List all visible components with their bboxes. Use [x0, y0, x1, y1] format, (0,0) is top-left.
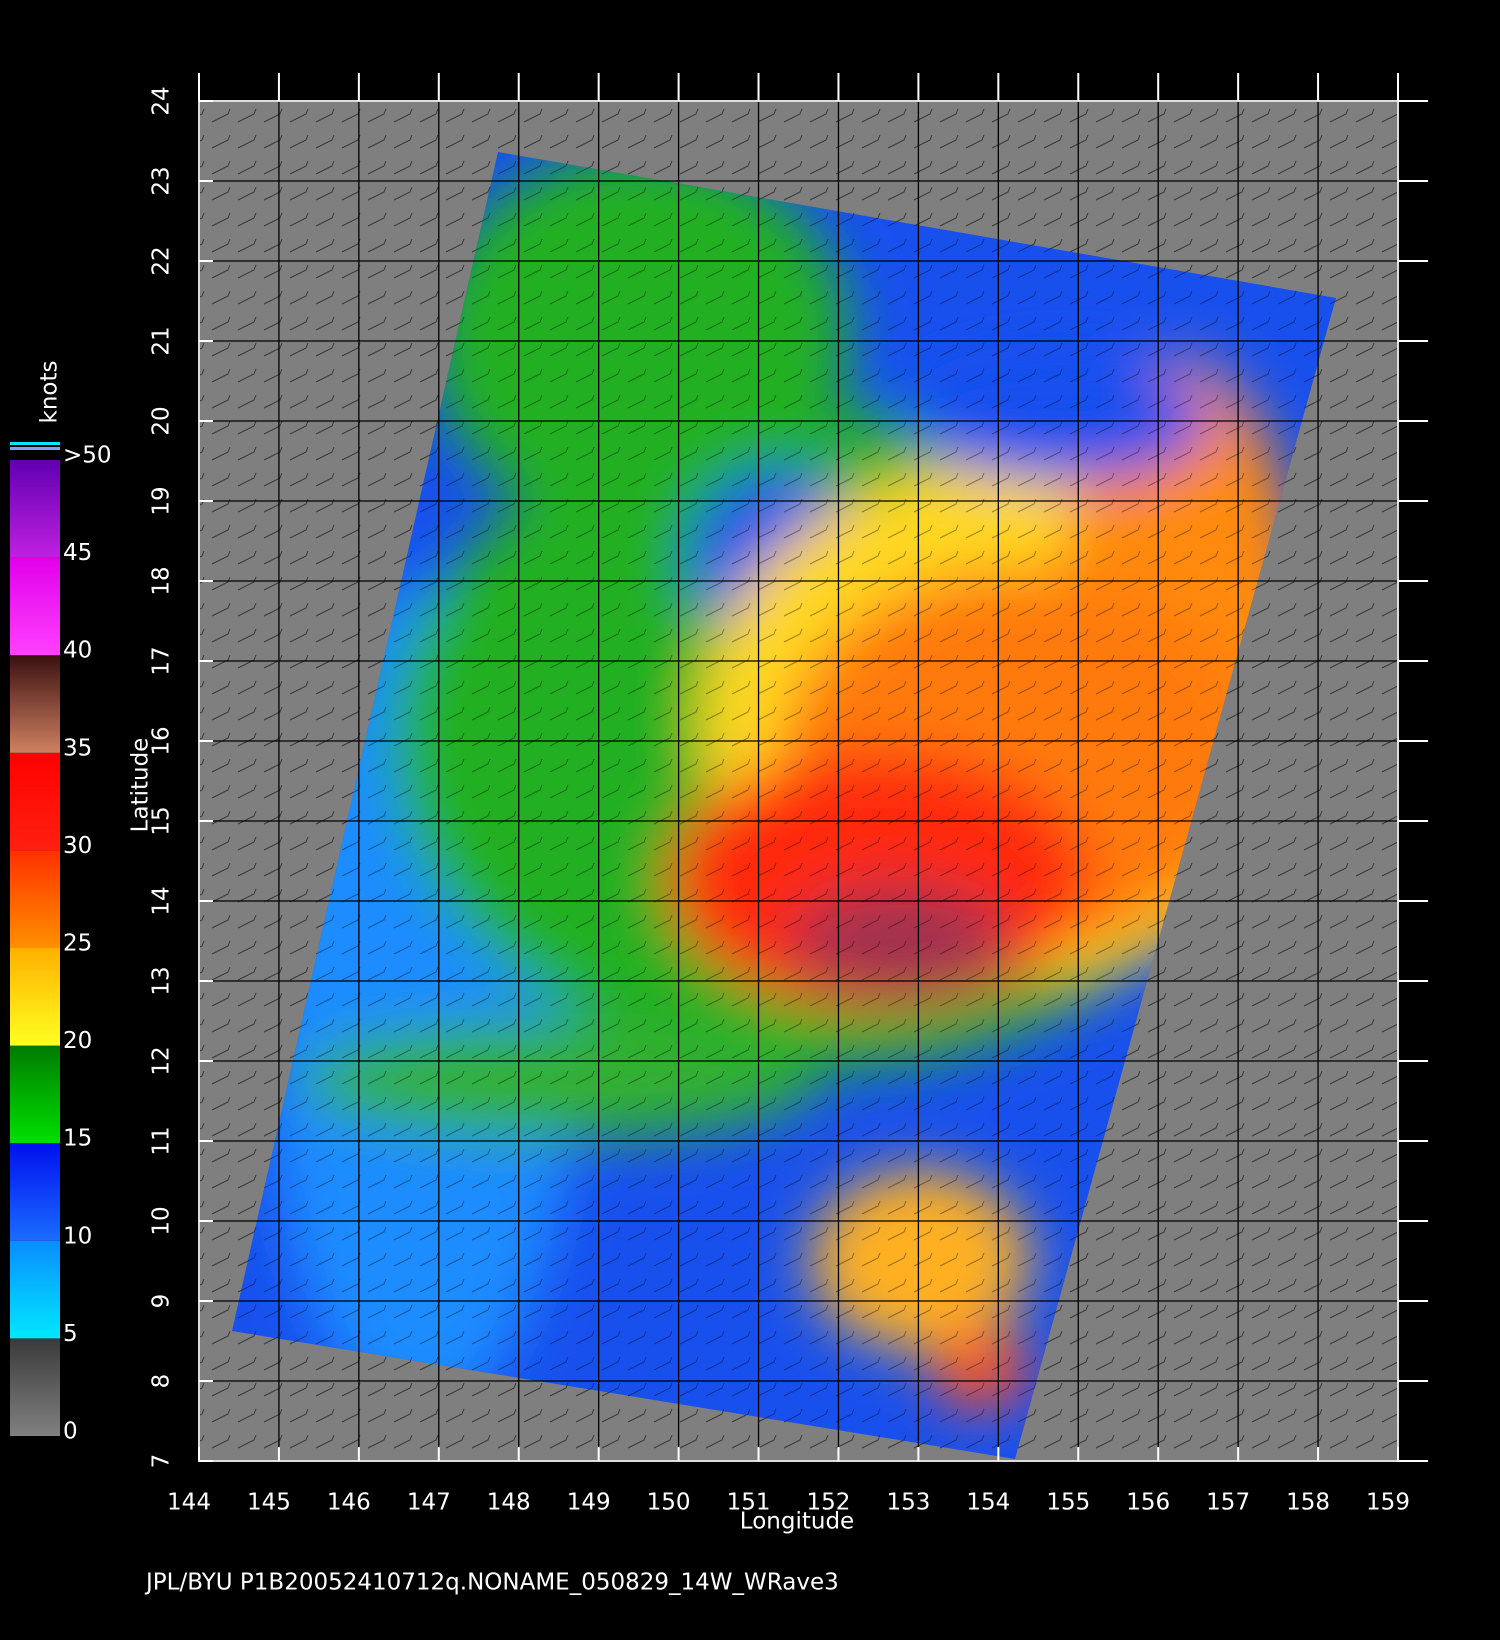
y-tick-label: 15 — [149, 806, 175, 835]
colorbar-tick-label: 5 — [63, 1321, 78, 1347]
y-axis-label: Latitude — [128, 738, 154, 833]
colorbar-segment — [10, 850, 60, 948]
colorbar-tick-label: >50 — [63, 443, 112, 469]
x-tick-label: 155 — [1046, 1490, 1090, 1516]
colorbar-label: knots — [37, 361, 63, 424]
colorbar-tick-label: 35 — [63, 735, 92, 761]
x-tick-label: 152 — [807, 1490, 851, 1516]
x-tick-label: 144 — [167, 1490, 211, 1516]
y-tick-label: 21 — [149, 326, 175, 355]
y-tick-label: 22 — [149, 246, 175, 275]
colorbar-tick-label: 45 — [63, 540, 92, 566]
colorbar-segment — [10, 1045, 60, 1144]
grid — [199, 101, 1398, 1461]
x-tick-label: 159 — [1366, 1490, 1410, 1516]
x-tick-label: 146 — [327, 1490, 371, 1516]
colorbar-segment — [10, 752, 60, 851]
colorbar-segment — [10, 655, 60, 753]
x-tick-label: 145 — [247, 1490, 291, 1516]
x-tick-label: 151 — [727, 1490, 771, 1516]
colorbar-segment — [10, 1143, 60, 1241]
x-tick-label: 157 — [1206, 1490, 1250, 1516]
y-tick-label: 12 — [149, 1046, 175, 1075]
colorbar-segment — [10, 460, 60, 558]
y-tick-label: 20 — [149, 406, 175, 435]
colorbar-segment — [10, 557, 60, 656]
colorbar-cap — [10, 447, 60, 450]
colorbar-tick-label: 15 — [63, 1126, 92, 1152]
colorbar-segment — [10, 1338, 60, 1436]
x-tick-label: 148 — [487, 1490, 531, 1516]
x-tick-label: 153 — [886, 1490, 930, 1516]
colorbar-tick-label: 25 — [63, 931, 92, 957]
colorbar-tick-label: 10 — [63, 1223, 92, 1249]
y-tick-label: 8 — [149, 1374, 175, 1389]
x-tick-label: 147 — [407, 1490, 451, 1516]
x-axis-label: Longitude — [740, 1509, 854, 1535]
x-tick-label: 156 — [1126, 1490, 1170, 1516]
y-tick-label: 7 — [149, 1454, 175, 1469]
x-tick-label: 158 — [1286, 1490, 1330, 1516]
colorbar-tick-label: 0 — [63, 1419, 78, 1445]
y-tick-label: 23 — [149, 166, 175, 195]
y-tick-label: 10 — [149, 1206, 175, 1235]
x-tick-label: 150 — [647, 1490, 691, 1516]
y-tick-label: 14 — [149, 886, 175, 915]
plot-frame — [198, 100, 1399, 1462]
y-tick-label: 11 — [149, 1126, 175, 1155]
x-tick-label: 149 — [567, 1490, 611, 1516]
colorbar-cap — [10, 442, 60, 445]
y-tick-label: 9 — [149, 1294, 175, 1309]
y-tick-label: 17 — [149, 646, 175, 675]
colorbar-segment — [10, 1240, 60, 1339]
colorbar-segment — [10, 948, 60, 1046]
y-tick-label: 18 — [149, 566, 175, 595]
plot-area — [198, 100, 1399, 1462]
colorbar-tick-label: 30 — [63, 833, 92, 859]
colorbar-tick-label: 20 — [63, 1028, 92, 1054]
x-tick-label: 154 — [966, 1490, 1010, 1516]
y-tick-label: 19 — [149, 486, 175, 515]
y-tick-label: 16 — [149, 726, 175, 755]
chart-title: JPL/BYU P1B20052410712q.NONAME_050829_14… — [144, 1570, 839, 1596]
colorbar-tick-label: 40 — [63, 638, 92, 664]
y-tick-label: 13 — [149, 966, 175, 995]
y-tick-label: 24 — [149, 86, 175, 115]
